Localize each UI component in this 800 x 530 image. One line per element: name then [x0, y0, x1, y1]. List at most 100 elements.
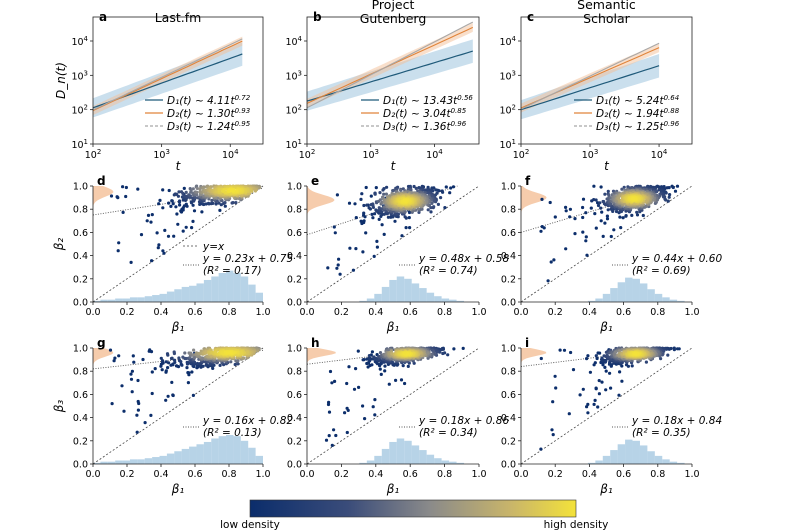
data-point: [145, 219, 149, 223]
data-point: [146, 213, 151, 217]
colorbar-high-label: high density: [544, 519, 609, 530]
data-point: [386, 215, 390, 219]
data-point: [364, 185, 368, 190]
histogram-bar: [189, 285, 197, 302]
data-point: [605, 214, 610, 218]
data-point: [337, 257, 341, 261]
data-point: [606, 208, 610, 212]
data-point: [432, 205, 436, 209]
histogram-side: [307, 348, 336, 401]
data-point: [124, 185, 128, 190]
data-point: [380, 223, 384, 227]
series-D3: [520, 42, 660, 110]
y-tick-label: 0.4: [501, 413, 516, 424]
data-point: [605, 217, 610, 221]
y-tick-label: 103: [499, 69, 516, 82]
data-point: [324, 438, 329, 442]
histogram-bar: [248, 447, 256, 464]
data-point: [177, 190, 181, 194]
data-point: [632, 197, 636, 201]
data-point: [218, 363, 222, 367]
data-point: [599, 206, 603, 210]
data-point: [150, 370, 154, 374]
histogram-bar: [159, 455, 167, 464]
data-point: [370, 350, 374, 354]
x-axis-label: β₁: [386, 482, 400, 496]
data-point: [584, 211, 588, 215]
data-point: [594, 387, 598, 391]
data-point: [361, 358, 365, 362]
y-tick-label: 0.4: [73, 413, 88, 424]
data-point: [175, 192, 179, 196]
y-tick-label: 0.4: [73, 251, 88, 262]
data-point: [190, 226, 194, 230]
data-point: [171, 393, 175, 397]
histogram-bar: [166, 291, 175, 302]
data-point: [405, 352, 409, 356]
y-tick-label: 0.0: [501, 460, 516, 471]
histogram-bar: [381, 286, 390, 302]
data-point: [175, 212, 179, 216]
series-D3: [92, 38, 243, 111]
data-point: [177, 359, 182, 363]
r2-label: (R² = 0.35): [632, 427, 691, 439]
y-tick-label: 102: [499, 104, 516, 117]
data-point: [166, 366, 170, 370]
y-tick-label: 0.6: [501, 228, 516, 239]
data-point: [176, 222, 180, 226]
data-point: [659, 357, 663, 361]
histogram-bar: [441, 298, 450, 302]
data-point: [201, 186, 205, 190]
panel-title: Semantic: [577, 0, 636, 12]
x-tick-label: 0.2: [548, 469, 563, 480]
panel-title: Project: [372, 0, 415, 12]
fit-label: y = 0.18x + 0.86: [418, 415, 509, 427]
data-point: [360, 192, 364, 196]
x-tick-label: 1.0: [471, 469, 486, 480]
data-point: [568, 207, 573, 211]
data-point: [124, 194, 128, 199]
panel-d: 0.0 0.2 0.4 0.6 0.8 1.0 0.0 0.2 0.4 0.6 0.8 1.0 d β₁ β…: [52, 174, 293, 334]
histogram-bar: [587, 462, 596, 464]
data-point: [169, 204, 173, 208]
data-point: [371, 202, 375, 206]
x-tick-label: 0.2: [119, 307, 134, 318]
data-point: [600, 380, 604, 384]
x-tick-label: 0.8: [437, 307, 452, 318]
histogram-side: [93, 186, 114, 239]
data-point: [604, 359, 608, 363]
histogram-bar: [129, 297, 138, 302]
histogram-bar: [248, 284, 256, 302]
y-tick-label: 1.0: [501, 182, 516, 193]
x-axis-label: t: [176, 159, 182, 173]
data-point: [182, 186, 186, 190]
data-point: [666, 353, 670, 357]
data-point: [129, 377, 134, 381]
x-tick-label: 103: [582, 148, 599, 161]
y-tick-label: 1.0: [501, 344, 516, 355]
data-point: [121, 210, 125, 214]
data-point: [449, 186, 453, 190]
panel-letter: i: [525, 336, 529, 350]
data-point: [605, 353, 609, 357]
histogram-bar: [625, 277, 633, 302]
data-point: [373, 360, 377, 364]
y-tick-label: 104: [71, 35, 88, 48]
colorbar: low density high density: [220, 499, 609, 530]
data-point: [581, 387, 585, 391]
data-point: [173, 358, 177, 362]
r2-label: (R² = 0.13): [203, 427, 262, 439]
data-point: [110, 402, 114, 406]
panel-title: Gutenberg: [360, 11, 427, 26]
legend-entry-D1: D₁(t) ~ 13.43t0.56: [383, 94, 473, 107]
panel-letter: e: [311, 174, 319, 188]
y-tick-label: 103: [71, 69, 88, 82]
diagonal-line: [306, 347, 480, 465]
legend-entry-D3: D₃(t) ~ 1.25t0.96: [596, 120, 680, 133]
data-point: [586, 402, 590, 406]
data-point: [113, 356, 117, 360]
x-tick-label: 0.6: [616, 469, 631, 480]
y-axis-label: D_n(t): [54, 62, 68, 99]
y-tick-label: 0.0: [73, 460, 88, 471]
data-point: [641, 213, 645, 218]
